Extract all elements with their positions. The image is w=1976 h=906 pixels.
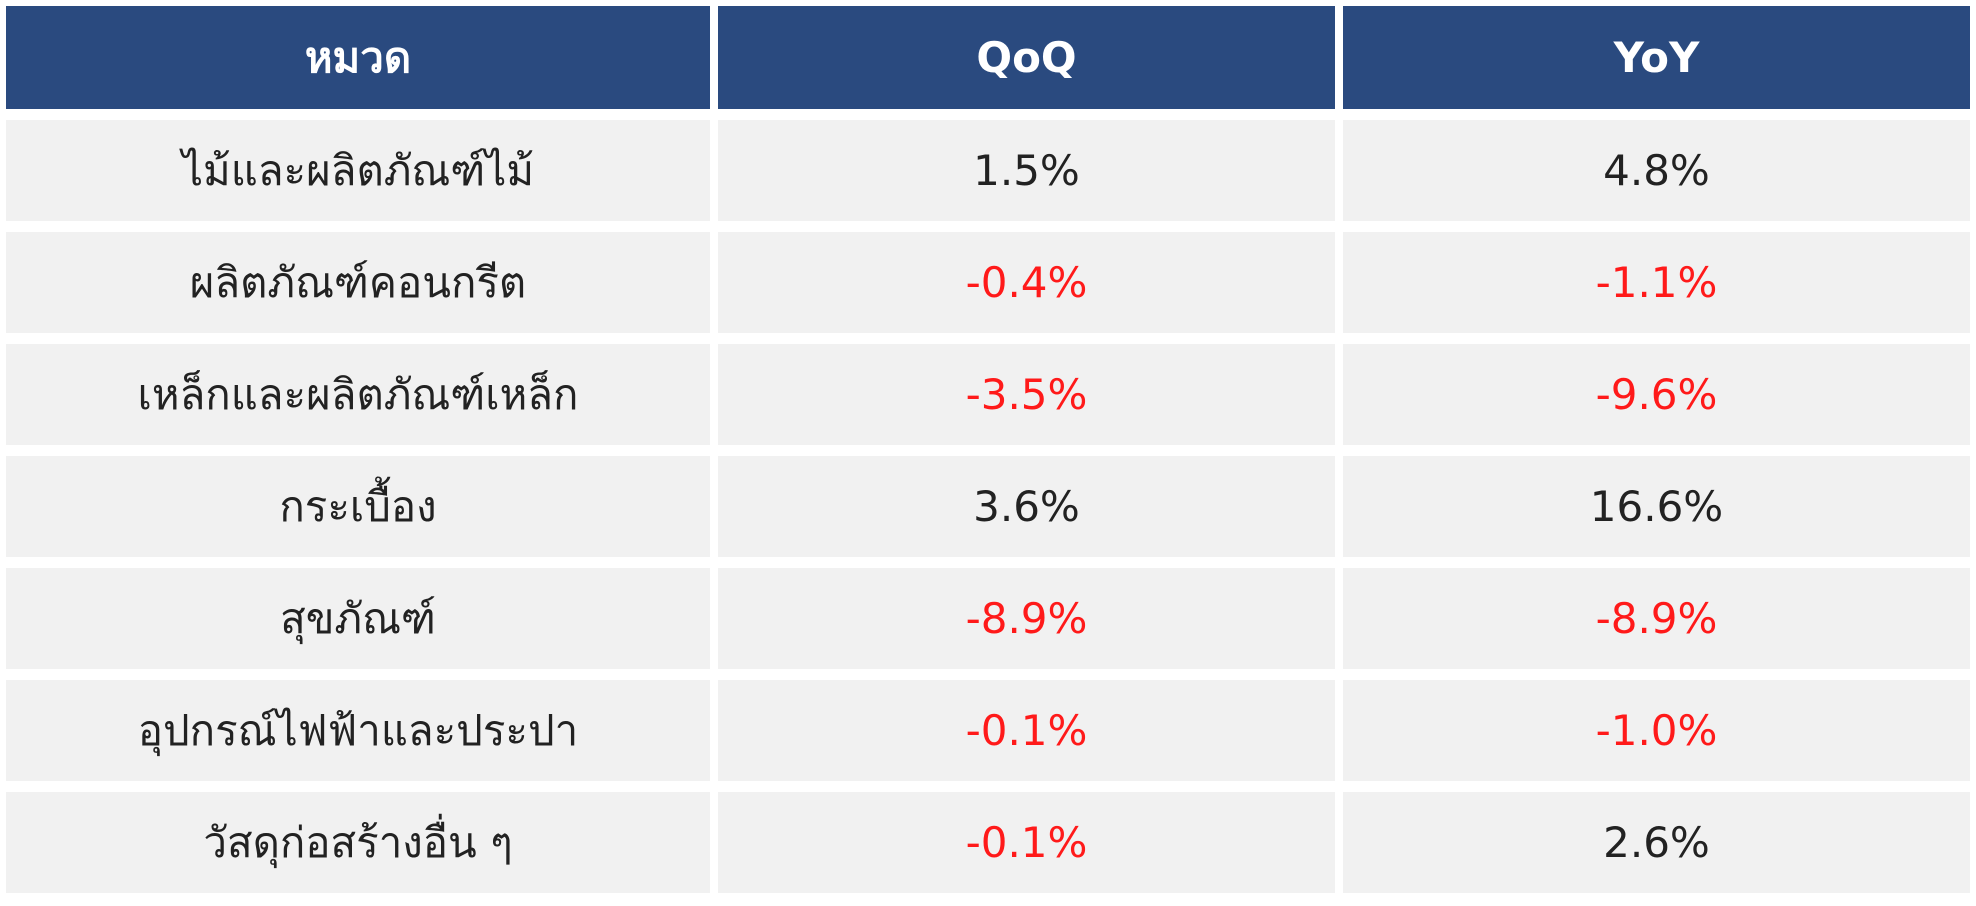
row-1-qoq: 1.5% — [718, 120, 1335, 221]
row-7-yoy: 2.6% — [1343, 792, 1970, 893]
row-4-yoy: 16.6% — [1343, 456, 1970, 557]
row-1-category: ไม้และผลิตภัณฑ์ไม้ — [6, 120, 710, 221]
change-table: หมวด QoQ YoY ไม้และผลิตภัณฑ์ไม้ 1.5% 4.8… — [6, 6, 1970, 900]
row-2-qoq: -0.4% — [718, 232, 1335, 333]
row-7-category: วัสดุก่อสร้างอื่น ๆ — [6, 792, 710, 893]
header-category: หมวด — [6, 6, 710, 109]
row-7-qoq: -0.1% — [718, 792, 1335, 893]
row-2-category: ผลิตภัณฑ์คอนกรีต — [6, 232, 710, 333]
row-3-qoq: -3.5% — [718, 344, 1335, 445]
row-5-qoq: -8.9% — [718, 568, 1335, 669]
row-1-yoy: 4.8% — [1343, 120, 1970, 221]
header-yoy: YoY — [1343, 6, 1970, 109]
row-5-yoy: -8.9% — [1343, 568, 1970, 669]
row-5-category: สุขภัณฑ์ — [6, 568, 710, 669]
row-4-category: กระเบื้อง — [6, 456, 710, 557]
row-3-yoy: -9.6% — [1343, 344, 1970, 445]
row-4-qoq: 3.6% — [718, 456, 1335, 557]
row-3-category: เหล็กและผลิตภัณฑ์เหล็ก — [6, 344, 710, 445]
row-6-qoq: -0.1% — [718, 680, 1335, 781]
header-qoq: QoQ — [718, 6, 1335, 109]
row-6-category: อุปกรณ์ไฟฟ้าและประปา — [6, 680, 710, 781]
row-6-yoy: -1.0% — [1343, 680, 1970, 781]
row-2-yoy: -1.1% — [1343, 232, 1970, 333]
